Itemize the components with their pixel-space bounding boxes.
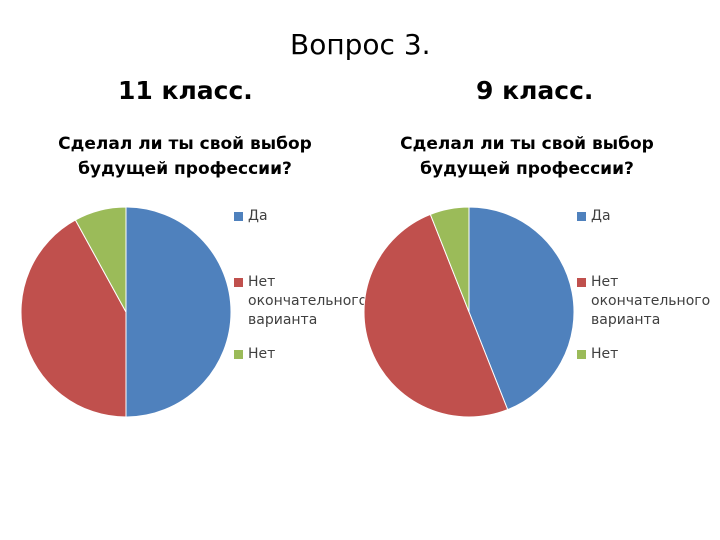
chart-9-title: Сделал ли ты свой выбор будущей професси… bbox=[392, 132, 662, 182]
chart-9-legend-label-net-okonchatelnogo: Нет окончательного варианта bbox=[591, 273, 710, 330]
chart-11-heading: 11 класс. bbox=[118, 76, 253, 105]
chart-9-title-line-1: Сделал ли ты свой выбор bbox=[400, 134, 654, 154]
legend-label-line: Да bbox=[591, 208, 611, 224]
chart-11-pie bbox=[20, 206, 232, 418]
chart-11-legend-swatch-da bbox=[234, 212, 243, 221]
chart-11-title-line-1: Сделал ли ты свой выбор bbox=[58, 134, 312, 154]
legend-label-line: Нет bbox=[248, 346, 276, 362]
chart-9-heading: 9 класс. bbox=[476, 76, 594, 105]
chart-9-pie bbox=[363, 206, 575, 418]
chart-9-legend: Да Нет окончательного варианта Нет bbox=[577, 207, 717, 377]
chart-11-legend-swatch-net bbox=[234, 350, 243, 359]
chart-11-slice-da bbox=[125, 206, 232, 418]
legend-label-line: Нет bbox=[591, 274, 619, 290]
chart-11-slice-net bbox=[74, 206, 127, 313]
chart-9-legend-label-da: Да bbox=[591, 207, 611, 226]
chart-9-title-line-2: будущей профессии? bbox=[420, 159, 634, 179]
chart-9-slice-da bbox=[468, 206, 575, 411]
chart-11-slice-net-okonchatelnogo bbox=[20, 219, 127, 418]
slide-title: Вопрос 3. bbox=[290, 28, 431, 61]
legend-label-line: Нет bbox=[248, 274, 276, 290]
chart-11-legend: Да Нет окончательного варианта Нет bbox=[234, 207, 374, 377]
chart-11-legend-label-net-okonchatelnogo: Нет окончательного варианта bbox=[248, 273, 367, 330]
legend-label-line: варианта bbox=[248, 312, 318, 328]
chart-11-legend-label-da: Да bbox=[248, 207, 268, 226]
chart-11-legend-swatch-net-okonchatelnogo bbox=[234, 278, 243, 287]
chart-9-slice-net bbox=[429, 206, 470, 313]
legend-label-line: окончательного bbox=[591, 293, 711, 309]
chart-9-slice-net-okonchatelnogo bbox=[363, 213, 509, 418]
chart-9-legend-swatch-da bbox=[577, 212, 586, 221]
legend-label-line: окончательного bbox=[248, 293, 368, 309]
legend-label-line: варианта bbox=[591, 312, 661, 328]
legend-label-line: Нет bbox=[591, 346, 619, 362]
chart-9-legend-swatch-net bbox=[577, 350, 586, 359]
chart-11-legend-label-net: Нет bbox=[248, 345, 275, 364]
chart-11-title: Сделал ли ты свой выбор будущей професси… bbox=[50, 132, 320, 182]
legend-label-line: Да bbox=[248, 208, 268, 224]
chart-9-legend-swatch-net-okonchatelnogo bbox=[577, 278, 586, 287]
chart-9-legend-label-net: Нет bbox=[591, 345, 618, 364]
chart-11-title-line-2: будущей профессии? bbox=[78, 159, 292, 179]
